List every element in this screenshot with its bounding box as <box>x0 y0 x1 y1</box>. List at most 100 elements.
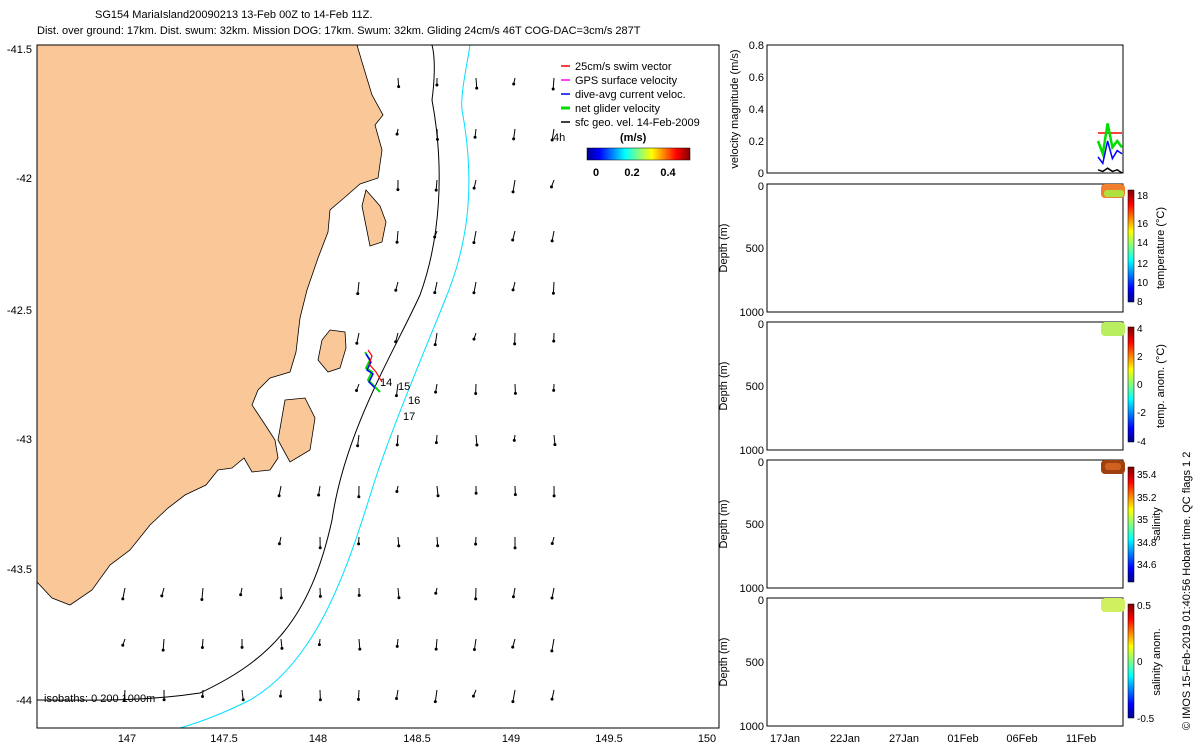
svg-text:0.2: 0.2 <box>624 167 639 179</box>
velocity-vector <box>475 434 478 446</box>
colorbar-unit: (m/s) <box>620 132 647 144</box>
velocity-vector-head <box>550 239 554 243</box>
svg-text:2: 2 <box>1137 352 1143 363</box>
svg-text:temperature (°C): temperature (°C) <box>1155 207 1167 289</box>
velocity-vector-head <box>277 494 281 498</box>
map-frame <box>36 44 720 729</box>
velocity-vector-head <box>397 544 401 548</box>
velocity-vector-head <box>433 291 437 295</box>
velocity-vector <box>551 587 555 599</box>
figure-subtitle: Dist. over ground: 17km. Dist. swum: 32k… <box>37 25 641 37</box>
map-lat-ticks: -41.5 -42 -42.5 -43 -43.5 -44 <box>7 44 32 707</box>
velocity-vector-head <box>551 87 555 91</box>
salinity-colorbar <box>1127 466 1135 583</box>
velocity-vector-head <box>434 441 438 445</box>
svg-text:500: 500 <box>746 243 764 255</box>
velocity-vector <box>397 587 400 598</box>
day-label-14: 14 <box>380 377 392 389</box>
velocity-vector-head <box>511 190 515 194</box>
velocity-vector-head <box>551 291 555 295</box>
velocity-vector <box>552 77 555 90</box>
velocity-vector-head <box>394 394 398 398</box>
svg-text:0.6: 0.6 <box>749 72 764 84</box>
legend-sfc: sfc geo. vel. 14-Feb-2009 <box>575 117 700 129</box>
svg-text:-42.5: -42.5 <box>7 305 32 317</box>
svg-text:0: 0 <box>1137 380 1143 391</box>
side-caption: © IMOS 15-Feb-2019 01:40:56 Hobart time.… <box>1181 452 1193 730</box>
svg-text:0: 0 <box>1137 657 1143 668</box>
velocity-vector <box>434 332 438 345</box>
svg-text:148.5: 148.5 <box>403 733 431 745</box>
velocity-vector-head <box>550 697 554 701</box>
svg-text:-44: -44 <box>16 695 32 707</box>
velocity-vector-head <box>511 288 515 292</box>
svg-text:149.5: 149.5 <box>595 733 623 745</box>
svg-text:17Jan: 17Jan <box>770 733 800 745</box>
velocity-vector-head <box>201 694 205 698</box>
temp-anomaly-panel: Depth (m) 0 500 1000 4 2 0 -2 -4 temp. a… <box>718 319 1167 457</box>
velocity-vector-head <box>513 342 517 346</box>
velocity-vector <box>553 434 556 445</box>
isobath-200m <box>37 45 440 701</box>
velocity-vector <box>473 281 477 293</box>
tasman-peninsula <box>277 397 316 463</box>
surface-velocity-vectors <box>121 77 557 704</box>
svg-text:22Jan: 22Jan <box>830 733 860 745</box>
velocity-vector <box>162 638 165 651</box>
velocity-vector <box>434 281 438 293</box>
svg-text:150: 150 <box>698 733 716 745</box>
svg-text:-43.5: -43.5 <box>7 564 32 576</box>
svg-text:500: 500 <box>746 519 764 531</box>
velocity-vector-head <box>434 647 438 651</box>
svg-text:148: 148 <box>309 733 327 745</box>
velocity-vector <box>551 689 555 700</box>
svg-text:Depth (m): Depth (m) <box>718 362 730 411</box>
velocity-vector-head <box>395 443 399 447</box>
velocity-vector-head <box>239 593 243 597</box>
svg-text:1000: 1000 <box>740 721 764 733</box>
velocity-vector <box>357 281 360 294</box>
legend-net: net glider velocity <box>575 103 660 115</box>
velocity-vector-head <box>550 596 554 600</box>
velocity-series-2 <box>1097 140 1123 166</box>
svg-text:10: 10 <box>1137 278 1149 289</box>
velocity-vector-head <box>200 646 204 650</box>
velocity-vector <box>512 230 516 241</box>
svg-text:0: 0 <box>758 319 764 331</box>
legend-swim: 25cm/s swim vector <box>575 61 672 73</box>
velocity-panel: velocity magnitude (m/s) 0.8 0.6 0.4 0.2… <box>729 40 1124 180</box>
velocity-vector <box>435 179 438 191</box>
velocity-vector-head <box>200 598 204 602</box>
velocity-vector-head <box>436 544 440 548</box>
velocity-vector <box>396 230 399 243</box>
velocity-vector <box>122 587 126 599</box>
svg-text:temp. anom. (°C): temp. anom. (°C) <box>1155 344 1167 428</box>
velocity-vector-head <box>318 698 322 702</box>
panel1-ylabel: velocity magnitude (m/s) <box>729 49 741 168</box>
velocity-vector-head <box>395 132 399 136</box>
svg-text:0: 0 <box>758 457 764 469</box>
velocity-vector-head <box>512 82 516 86</box>
velocity-vector <box>201 587 204 600</box>
svg-text:8: 8 <box>1137 297 1143 308</box>
velocity-vector-head <box>474 542 478 546</box>
velocity-vector-head <box>318 594 322 598</box>
velocity-vector-head <box>472 648 476 652</box>
day-label-17: 17 <box>403 411 415 423</box>
velocity-vector-head <box>436 494 440 498</box>
velocity-vector-head <box>394 288 398 292</box>
svg-text:18: 18 <box>1137 191 1149 202</box>
velocity-vector <box>280 638 283 649</box>
legend-dac: dive-avg current veloc. <box>575 89 686 101</box>
velocity-vector-head <box>356 444 360 448</box>
svg-text:0.4: 0.4 <box>749 104 764 116</box>
svg-text:500: 500 <box>746 381 764 393</box>
velocity-vector-head <box>511 700 515 704</box>
svg-text:0: 0 <box>593 167 599 179</box>
velocity-vector-head <box>397 596 401 600</box>
velocity-vector-head <box>549 185 553 189</box>
velocity-vector-head <box>552 494 556 498</box>
svg-text:Depth (m): Depth (m) <box>718 224 730 273</box>
velocity-vector-head <box>552 339 556 343</box>
svg-text:Depth (m): Depth (m) <box>718 638 730 687</box>
